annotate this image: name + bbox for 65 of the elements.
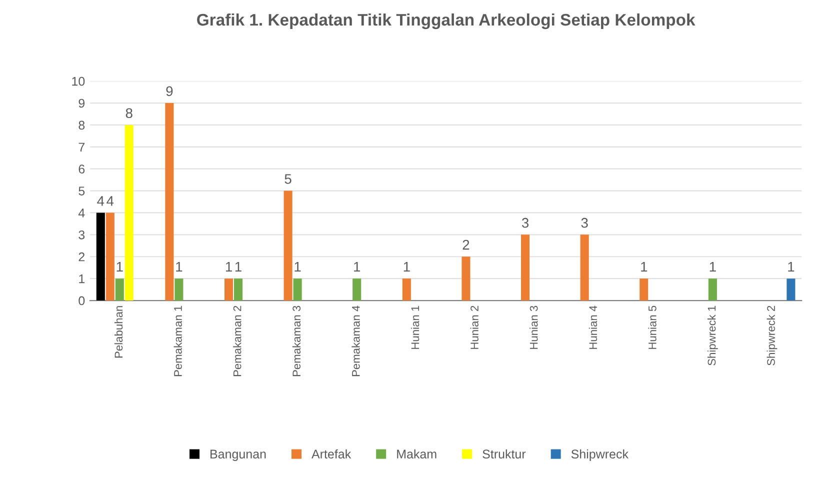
x-tick-label: Shipwreck 1 — [708, 306, 718, 366]
data-label: 5 — [284, 174, 292, 184]
data-label: 9 — [166, 86, 173, 96]
y-tick-label: 2 — [78, 252, 84, 262]
y-tick-label: 8 — [78, 120, 85, 130]
y-tick-label: 0 — [78, 296, 85, 306]
legend-label: Shipwreck — [571, 449, 629, 461]
data-label: 1 — [641, 262, 648, 272]
y-tick-label: 5 — [78, 186, 85, 196]
y-tick-label: 6 — [78, 164, 85, 174]
bar — [293, 278, 302, 301]
data-label: 1 — [116, 262, 123, 272]
x-tick-label: Hunian 5 — [648, 306, 656, 349]
chart-title: Grafik 1. Kepadatan Titik Tinggalan Arkeologi Setiap Kelompok — [197, 13, 696, 30]
bar — [106, 212, 114, 301]
data-label: 3 — [581, 218, 588, 228]
legend-label: Struktur — [482, 449, 526, 459]
bar — [352, 278, 362, 301]
bar — [124, 124, 134, 301]
data-label: 1 — [710, 262, 716, 272]
bar — [224, 278, 234, 301]
x-tick-label: Pemakaman 1 — [174, 306, 182, 376]
data-label: 2 — [462, 240, 470, 250]
bar — [174, 278, 184, 301]
legend-label: Bangunan — [210, 450, 266, 461]
bar — [708, 278, 717, 301]
bar — [402, 278, 411, 301]
bar — [96, 212, 105, 301]
bar — [462, 256, 470, 301]
y-tick-label: 4 — [78, 208, 85, 218]
data-label: 1 — [354, 262, 360, 272]
legend-label: Makam — [397, 449, 436, 459]
bar — [521, 234, 530, 301]
bar — [115, 278, 124, 301]
bar — [580, 234, 589, 301]
x-tick-label: Hunian 3 — [530, 306, 538, 349]
x-tick-label: Pemakaman 2 — [233, 306, 242, 376]
x-tick-label: Shipwreck 2 — [766, 306, 778, 366]
data-label: 1 — [235, 262, 242, 272]
data-label: 3 — [522, 218, 529, 228]
bar — [786, 278, 796, 301]
y-tick-label: 1 — [79, 274, 85, 284]
data-label: 1 — [176, 262, 182, 272]
data-label: 1 — [788, 262, 794, 272]
data-label: 4 — [106, 196, 114, 206]
bar — [234, 278, 243, 301]
data-label: 8 — [126, 108, 132, 118]
data-label: 1 — [294, 262, 301, 272]
data-label: 1 — [226, 262, 232, 272]
x-tick-label: Pemakaman 3 — [292, 306, 301, 376]
x-tick-label: Hunian 1 — [410, 306, 420, 349]
legend-label: Artefak — [312, 449, 352, 459]
y-tick-label: 10 — [72, 76, 85, 86]
bar — [165, 103, 174, 301]
x-tick-label: Pemakaman 4 — [352, 306, 360, 376]
x-tick-label: Pelabuhan — [114, 306, 123, 358]
data-label: 1 — [404, 262, 410, 272]
bar — [284, 190, 292, 301]
data-label: 4 — [97, 196, 104, 206]
y-tick-label: 3 — [78, 230, 85, 240]
bar — [640, 278, 648, 301]
x-tick-label: Hunian 2 — [470, 306, 478, 349]
y-tick-label: 7 — [78, 142, 84, 152]
x-tick-label: Hunian 4 — [588, 306, 598, 349]
y-tick-label: 9 — [78, 98, 85, 108]
